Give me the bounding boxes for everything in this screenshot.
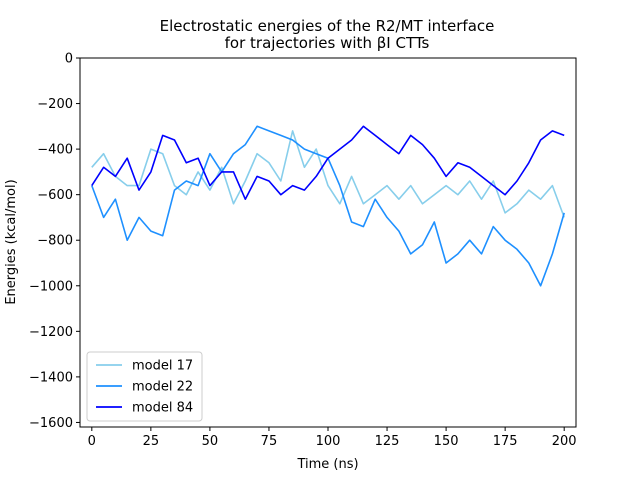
legend-label: model 22 — [132, 380, 193, 395]
legend-label: model 17 — [132, 359, 193, 374]
series-group — [91, 125, 565, 287]
x-axis-label: Time (ns) — [296, 457, 358, 472]
chart-title-line: for trajectories with βI CTTs — [225, 34, 430, 52]
x-tick-label: 200 — [552, 434, 577, 449]
y-tick-label: −1600 — [29, 416, 73, 431]
x-tick-label: 175 — [493, 434, 518, 449]
y-axis-label: Energies (kcal/mol) — [4, 179, 19, 304]
x-tick-label: 0 — [88, 434, 96, 449]
y-tick-label: −1200 — [29, 325, 73, 340]
y-tick-label: −800 — [37, 234, 73, 249]
x-tick-label: 75 — [261, 434, 278, 449]
y-tick-label: −600 — [37, 188, 73, 203]
x-tick-label: 25 — [143, 434, 160, 449]
series-line-model-84 — [91, 125, 565, 200]
y-tick-label: −200 — [37, 97, 73, 112]
y-tick-label: −400 — [37, 143, 73, 158]
y-tick-label: −1400 — [29, 370, 73, 385]
y-tick-label: −1000 — [29, 279, 73, 294]
legend-label: model 84 — [132, 401, 193, 416]
x-axis: 0 25 50 75 100 125 150 175 200 — [88, 427, 577, 449]
legend-box — [86, 351, 203, 422]
y-tick-label: 0 — [65, 52, 73, 67]
x-tick-label: 100 — [316, 434, 341, 449]
chart-title: Electrostatic energies of the R2/MT inte… — [160, 17, 495, 52]
series-line-model-17 — [91, 130, 565, 218]
x-tick-label: 50 — [202, 434, 219, 449]
x-tick-label: 150 — [434, 434, 459, 449]
x-tick-label: 125 — [375, 434, 400, 449]
legend: model 17 model 22 model 84 — [86, 351, 203, 422]
chart-title-line: Electrostatic energies of the R2/MT inte… — [160, 17, 495, 35]
y-axis: 0 −200 −400 −600 −800 −1000 −1200 −1400 −1600 — [29, 52, 80, 431]
